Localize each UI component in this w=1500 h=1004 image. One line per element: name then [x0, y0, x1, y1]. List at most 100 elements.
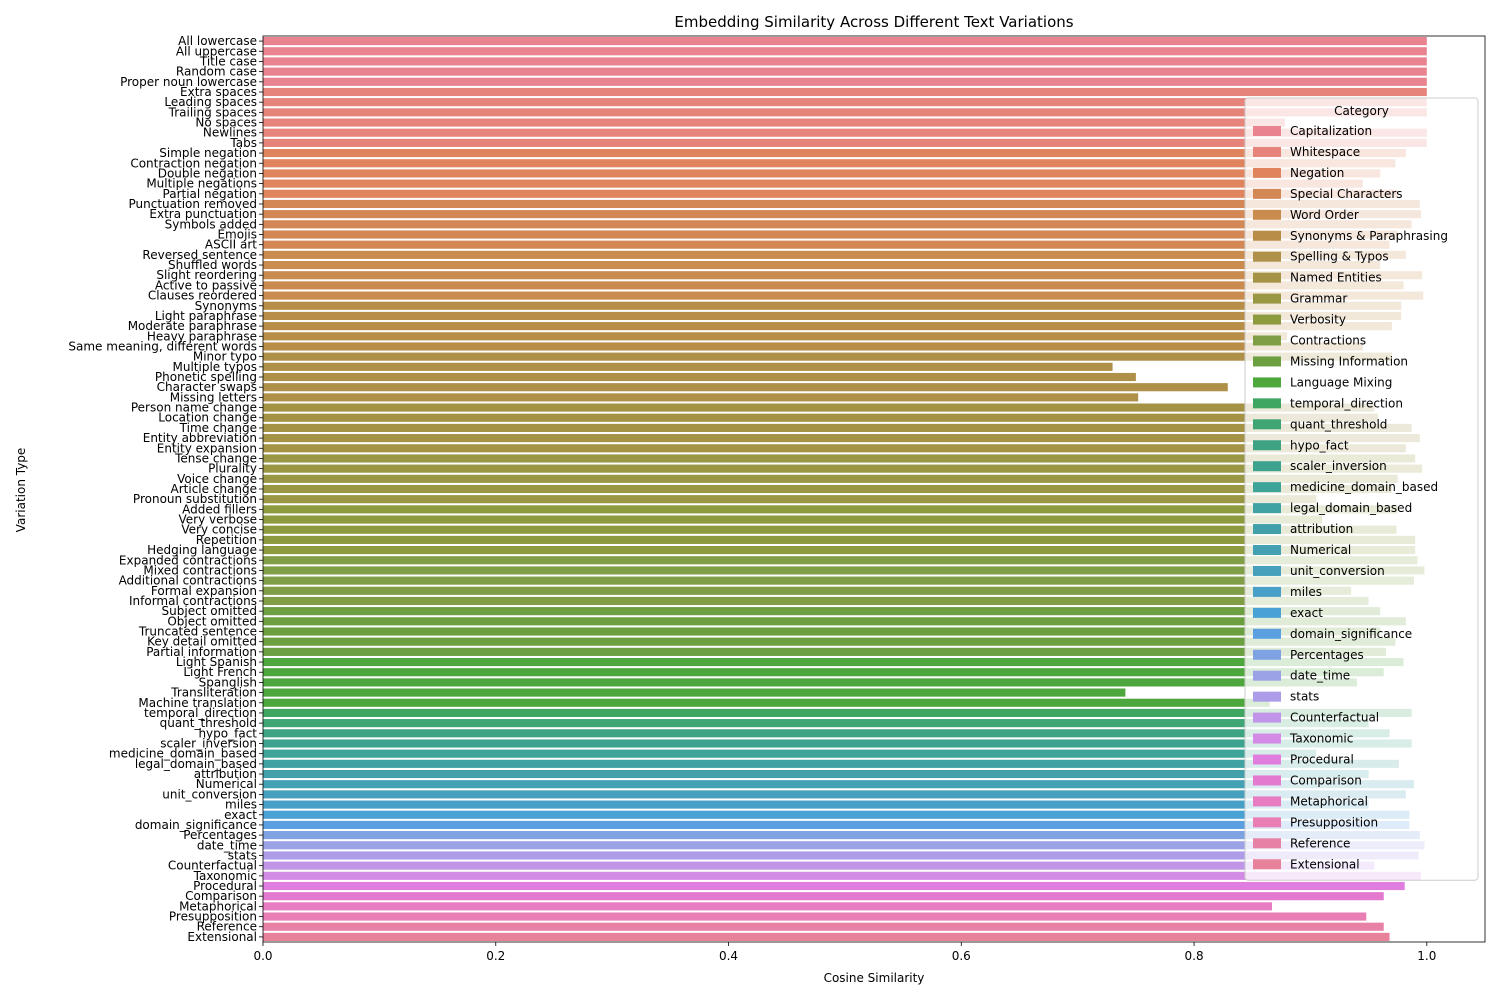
bar: [263, 729, 1390, 738]
y-tick-label: Heavy paraphrase: [147, 329, 257, 343]
y-tick-label: Added fillers: [182, 502, 257, 516]
bar: [263, 892, 1384, 901]
y-tick-label: Procedural: [193, 879, 257, 893]
y-tick-label: Voice change: [177, 472, 257, 486]
chart-title: Embedding Similarity Across Different Te…: [674, 13, 1073, 31]
bar: [263, 179, 1363, 188]
bar: [263, 831, 1420, 840]
y-tick-label: date_time: [197, 838, 257, 852]
bar: [263, 372, 1136, 382]
legend-label: Language Mixing: [1290, 375, 1392, 389]
y-tick-label: Missing letters: [170, 390, 257, 404]
bar: [263, 780, 1415, 789]
legend-swatch: [1253, 209, 1281, 220]
y-tick-label: stats: [228, 848, 257, 862]
legend-swatch: [1253, 126, 1281, 136]
y-tick-label: Reversed sentence: [142, 248, 257, 262]
y-tick-label: Light paraphrase: [155, 309, 257, 323]
bar: [263, 138, 1427, 147]
y-tick-label: Double negation: [158, 166, 257, 180]
legend-swatch: [1253, 293, 1281, 304]
bar: [263, 67, 1427, 76]
bar: [263, 668, 1384, 677]
bar: [263, 352, 1392, 361]
bar: [263, 566, 1425, 575]
legend-swatch: [1253, 524, 1281, 535]
legend-label: Procedural: [1290, 753, 1354, 767]
legend-label: Word Order: [1290, 208, 1359, 222]
legend-label: Counterfactual: [1290, 711, 1379, 725]
legend-label: Comparison: [1290, 773, 1362, 787]
bar: [263, 515, 1323, 524]
x-tick-label: 0.2: [486, 949, 505, 963]
y-tick-label: Expanded contractions: [119, 553, 257, 567]
bar: [263, 87, 1427, 97]
legend-label: Negation: [1290, 166, 1344, 180]
x-tick-label: 0.6: [952, 949, 971, 963]
y-tick-label: Machine translation: [138, 696, 257, 710]
y-tick-label: domain_significance: [135, 818, 257, 832]
y-tick-label: Multiple typos: [173, 360, 258, 374]
y-tick-label: Plurality: [208, 462, 257, 476]
y-tick-label: Reference: [197, 920, 257, 934]
legend-swatch: [1253, 670, 1281, 681]
bar: [263, 118, 1285, 127]
legend-swatch: [1253, 545, 1281, 555]
bar: [263, 627, 1381, 636]
y-tick-label: Percentages: [183, 828, 257, 842]
bar: [263, 271, 1423, 280]
legend-swatch: [1253, 586, 1281, 597]
bar: [263, 769, 1369, 779]
legend-swatch: [1253, 775, 1281, 786]
y-tick-label: All lowercase: [178, 34, 257, 48]
bar: [263, 495, 1317, 504]
bar: [263, 210, 1421, 219]
y-tick-label: miles: [225, 798, 257, 812]
bar: [263, 810, 1410, 819]
legend-label: attribution: [1290, 522, 1353, 536]
bar: [263, 281, 1404, 290]
legend-label: miles: [1290, 585, 1322, 599]
bar: [263, 912, 1367, 921]
bar: [263, 861, 1375, 870]
legend-label: Synonyms & Paraphrasing: [1290, 229, 1448, 243]
bar: [263, 688, 1126, 697]
bar: [263, 607, 1381, 616]
bar: [263, 474, 1398, 483]
y-tick-label: Subject omitted: [162, 604, 257, 618]
y-tick-label: Extra spaces: [180, 85, 257, 99]
legend-label: Extensional: [1290, 857, 1360, 871]
bar: [263, 739, 1412, 748]
y-tick-label: Hedging language: [147, 543, 257, 557]
x-tick-label: 0.0: [253, 949, 272, 963]
legend-swatch: [1253, 398, 1281, 409]
legend-label: Numerical: [1290, 543, 1351, 557]
y-tick-label: Emojis: [217, 228, 257, 242]
bar: [263, 546, 1416, 555]
bar: [263, 851, 1419, 860]
y-tick-label: Taxonomic: [193, 869, 257, 883]
bar: [263, 322, 1392, 331]
bar: [263, 189, 1398, 198]
bar: [263, 311, 1402, 321]
bar: [263, 291, 1424, 300]
y-tick-label: Trailing spaces: [168, 105, 257, 119]
y-tick-label: Moderate paraphrase: [128, 319, 257, 333]
bar: [263, 260, 1381, 270]
legend-swatch: [1253, 188, 1281, 199]
bar: [263, 98, 1427, 107]
y-tick-label: temporal_direction: [144, 706, 257, 720]
legend-swatch: [1253, 503, 1281, 514]
legend-label: Missing Information: [1290, 354, 1408, 368]
y-tick-label: Clauses reordered: [148, 289, 257, 303]
legend-label: Whitespace: [1290, 145, 1360, 159]
bar: [263, 719, 1369, 728]
y-tick-label: Same meaning, different words: [68, 339, 257, 353]
legend-swatch: [1253, 335, 1281, 346]
y-tick-label: Multiple negations: [146, 177, 257, 191]
y-tick-label: quant_threshold: [160, 716, 257, 730]
y-tick-label: Metaphorical: [179, 899, 257, 913]
bar: [263, 47, 1427, 56]
legend-label: Grammar: [1290, 292, 1347, 306]
legend-label: Contractions: [1290, 334, 1366, 348]
